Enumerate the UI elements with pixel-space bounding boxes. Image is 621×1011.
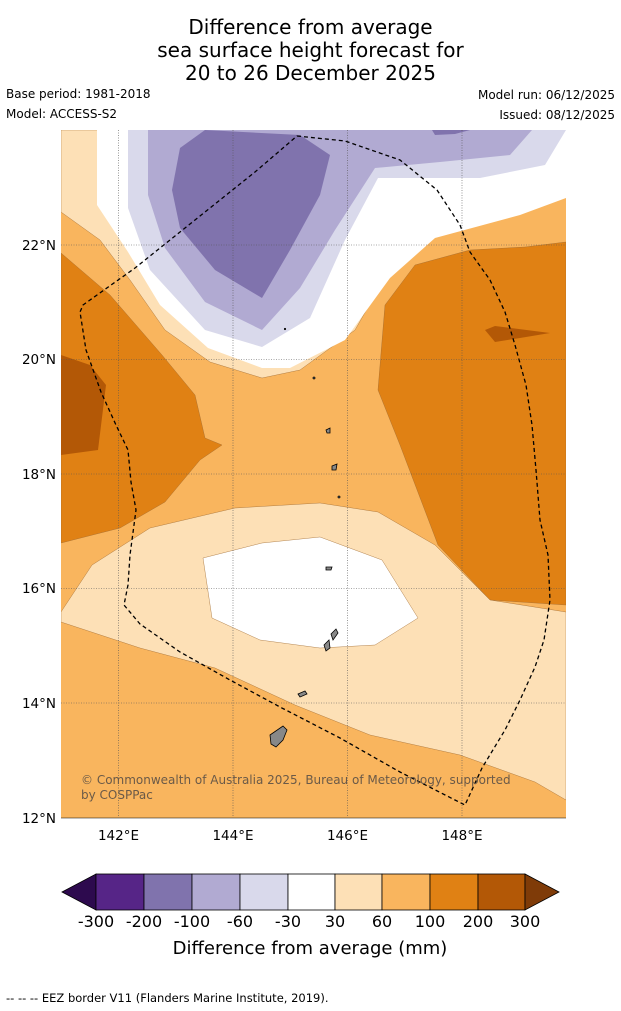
- lon-label-144: 144°E: [212, 828, 253, 844]
- title-line-2: sea surface height forecast for: [157, 38, 464, 62]
- colorbar-label-neg60: -60: [227, 912, 253, 931]
- contour-fields: [61, 130, 566, 818]
- graticule: [61, 130, 566, 818]
- eez-legend-symbol: -- -- --: [6, 991, 39, 1005]
- contour-200-300-east: [485, 326, 550, 342]
- lon-label-146: 146°E: [327, 828, 368, 844]
- colorbar-label-neg200: -200: [126, 912, 162, 931]
- contour-neg100-small: [432, 130, 470, 135]
- island-pagan: [331, 463, 338, 471]
- colorbar-bin-neg200-neg100: [143, 873, 193, 911]
- island-uracas: [312, 376, 316, 380]
- colorbar-label-300: 300: [510, 912, 541, 931]
- contour-neg100-neg200: [172, 130, 330, 298]
- colorbar-bin-neg300-neg200: [95, 873, 145, 911]
- colorbar-bin-neg60-neg30: [239, 873, 289, 911]
- island-agrihan: [325, 427, 331, 434]
- colorbar-bin-neg30-30: [287, 873, 336, 911]
- colorbar-bin-60-100: [381, 873, 431, 911]
- contour-100-200-west: [61, 252, 223, 544]
- model-run-label: Model run: 06/12/2025: [477, 88, 615, 102]
- island-tinian: [323, 639, 331, 652]
- issued-label: Issued: 08/12/2025: [499, 108, 615, 122]
- title-line-1: Difference from average: [188, 15, 433, 39]
- colorbar-title: Difference from average (mm): [173, 938, 448, 959]
- colorbar-bin-200-300: [477, 873, 526, 911]
- contour-neutral-south: [202, 536, 419, 649]
- island-anatahan: [325, 566, 333, 571]
- colorbar-label-100: 100: [415, 912, 446, 931]
- colorbar-bin-100-200: [429, 873, 479, 911]
- model-label: Model: ACCESS-S2: [6, 107, 118, 121]
- lat-label-18: 18°N: [22, 467, 56, 483]
- colorbar-label-neg300: -300: [78, 912, 114, 931]
- islands: [269, 327, 341, 748]
- eez-legend-text: EEZ border V11 (Flanders Marine Institut…: [41, 991, 329, 1005]
- contour-200-300-west: [61, 355, 106, 455]
- lat-label-20: 20°N: [22, 352, 56, 368]
- island-alamagan: [337, 495, 341, 499]
- colorbar-label-60: 60: [372, 912, 392, 931]
- copyright-line-1: © Commonwealth of Australia 2025, Bureau…: [81, 773, 511, 787]
- colorbar-max-extension: [524, 873, 560, 911]
- colorbar: -300 -200 -100 -60 -30 30 60 100 200 300…: [61, 873, 560, 959]
- lat-label-16: 16°N: [22, 581, 56, 597]
- colorbar-min-extension: [61, 873, 97, 911]
- colorbar-bin-neg100-neg60: [191, 873, 241, 911]
- colorbar-label-200: 200: [463, 912, 494, 931]
- eez-border: [79, 135, 551, 806]
- title-line-3: 20 to 26 December 2025: [184, 61, 436, 85]
- lat-label-12: 12°N: [22, 811, 56, 827]
- base-period-label: Base period: 1981-2018: [6, 87, 151, 101]
- colorbar-label-30: 30: [325, 912, 345, 931]
- island-guam: [269, 725, 288, 748]
- island-north-speck: [283, 327, 287, 331]
- lon-axis-labels: 142°E 144°E 146°E 148°E: [98, 828, 483, 844]
- lat-axis-labels: 22°N 20°N 18°N 16°N 14°N 12°N: [22, 238, 56, 827]
- colorbar-label-neg30: -30: [275, 912, 301, 931]
- colorbar-label-neg100: -100: [174, 912, 210, 931]
- lon-label-148: 148°E: [441, 828, 482, 844]
- lat-label-22: 22°N: [22, 238, 56, 254]
- island-saipan: [330, 628, 339, 641]
- copyright-line-2: by COSPPac: [81, 788, 153, 802]
- island-rota: [297, 690, 308, 698]
- lat-label-14: 14°N: [22, 696, 56, 712]
- eez-legend: -- -- -- EEZ border V11 (Flanders Marine…: [6, 991, 329, 1005]
- lon-label-142: 142°E: [98, 828, 139, 844]
- colorbar-bin-30-60: [334, 873, 383, 911]
